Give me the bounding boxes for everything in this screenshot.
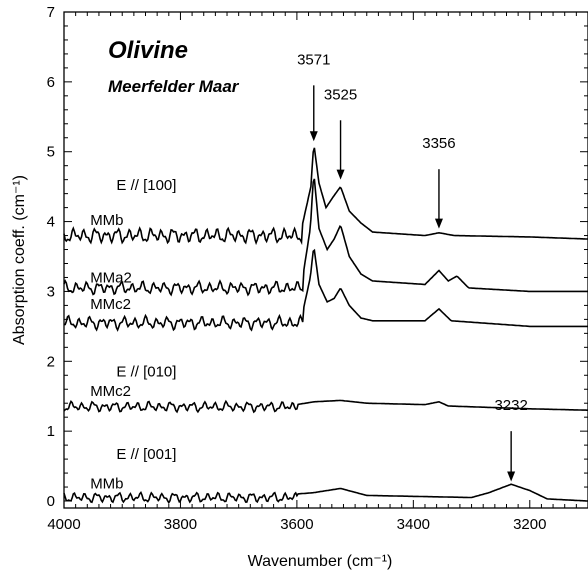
- tick-layer: 4000 3800 3600 3400 3200 0 1 2 3 4 5 6 7: [47, 4, 588, 533]
- peak-label: 3525: [324, 86, 357, 103]
- peak-arrow-head: [507, 471, 516, 482]
- peak-label: 3232: [494, 397, 527, 414]
- peak-arrow-head: [336, 169, 345, 180]
- x-tick-label: 3600: [280, 516, 313, 533]
- y-tick-label: 2: [47, 353, 55, 370]
- series-line: [63, 248, 588, 332]
- series-annotation: MMc2: [90, 383, 131, 400]
- series-layer: [63, 147, 588, 505]
- x-tick-label: 3400: [397, 516, 430, 533]
- peak-arrow-head: [309, 131, 318, 142]
- series-line: [63, 147, 588, 246]
- plot-frame: [63, 11, 588, 509]
- series-annotation: E // [010]: [116, 364, 176, 381]
- chart-title: Olivine: [108, 37, 188, 64]
- y-tick-label: 4: [47, 214, 55, 231]
- series-annotation: E // [100]: [116, 177, 176, 194]
- y-tick-label: 7: [47, 4, 55, 21]
- y-tick-label: 6: [47, 74, 55, 91]
- y-tick-label: 1: [47, 423, 55, 440]
- series-line: [63, 399, 588, 414]
- series-annotation: E // [001]: [116, 446, 176, 463]
- y-axis-label: Absorption coeff. (cm⁻¹): [11, 175, 28, 345]
- series-line: [63, 483, 588, 505]
- x-tick-label: 3800: [164, 516, 197, 533]
- y-tick-label: 5: [47, 144, 55, 161]
- peak-label: 3571: [297, 51, 330, 68]
- x-tick-label: 3200: [513, 516, 546, 533]
- peak-arrow-head: [434, 218, 443, 229]
- series-annotation: MMb: [90, 212, 123, 229]
- series-annotation: MMc2: [90, 296, 131, 313]
- x-axis-label: Wavenumber (cm⁻¹): [248, 553, 393, 570]
- y-tick-label: 3: [47, 283, 55, 300]
- annotation-layer: E // [100] MMb MMa2 MMc2 E // [010] MMc2 E // …: [90, 51, 528, 492]
- series-annotation: MMb: [90, 475, 123, 492]
- y-tick-label: 0: [47, 493, 55, 510]
- series-line: [63, 178, 588, 297]
- peak-label: 3356: [422, 135, 455, 152]
- series-annotation: MMa2: [90, 269, 132, 286]
- chart-subtitle: Meerfelder Maar: [108, 77, 240, 96]
- x-tick-label: 4000: [47, 516, 80, 533]
